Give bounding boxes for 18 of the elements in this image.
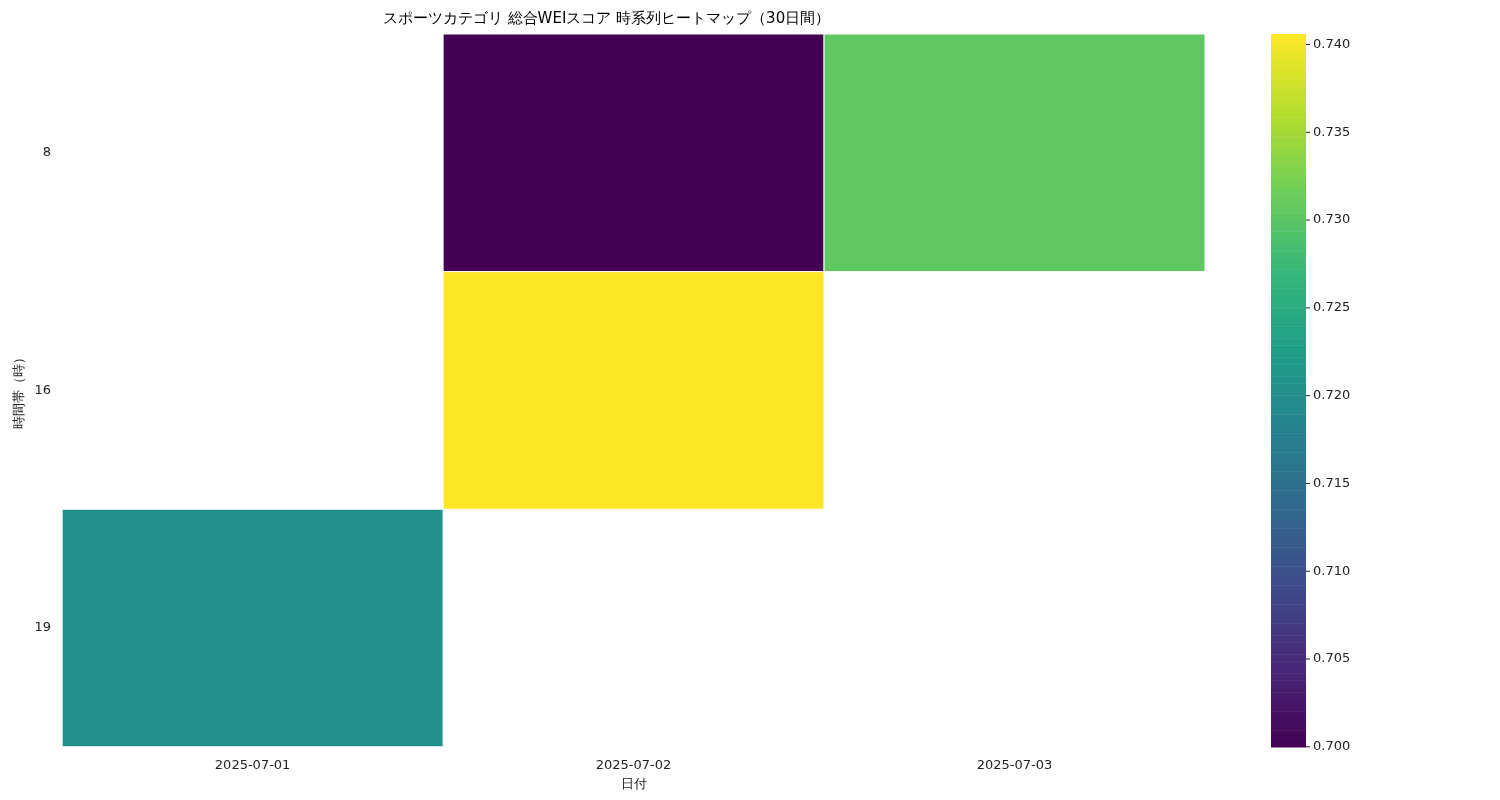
y-tick-label: 19 bbox=[34, 619, 52, 635]
x-tick-label: 2025-07-03 bbox=[976, 756, 1053, 772]
color-bar-label: 0.715 bbox=[1313, 474, 1351, 490]
x-tick-label: 2025-07-02 bbox=[595, 756, 672, 772]
y-axis-title: 時間帯（時） bbox=[11, 351, 27, 430]
chart-title: スポーツカテゴリ 総合WEIスコア 時系列ヒートマップ（30日間） bbox=[382, 8, 831, 27]
color-bar-label: 0.705 bbox=[1313, 650, 1351, 666]
color-bar-label: 0.725 bbox=[1313, 299, 1351, 315]
color-bar-label: 0.720 bbox=[1313, 387, 1351, 403]
y-tick-label: 16 bbox=[34, 381, 52, 397]
color-bar-label: 0.710 bbox=[1313, 562, 1351, 578]
x-tick-label: 2025-07-01 bbox=[214, 756, 291, 772]
y-tick-label: 8 bbox=[42, 144, 52, 160]
color-bar-label: 0.730 bbox=[1313, 211, 1351, 227]
color-bar-label: 0.740 bbox=[1313, 35, 1351, 51]
color-bar-label: 0.700 bbox=[1313, 738, 1351, 754]
x-axis-title: 日付 bbox=[620, 775, 647, 791]
color-bar-label: 0.735 bbox=[1313, 123, 1351, 139]
